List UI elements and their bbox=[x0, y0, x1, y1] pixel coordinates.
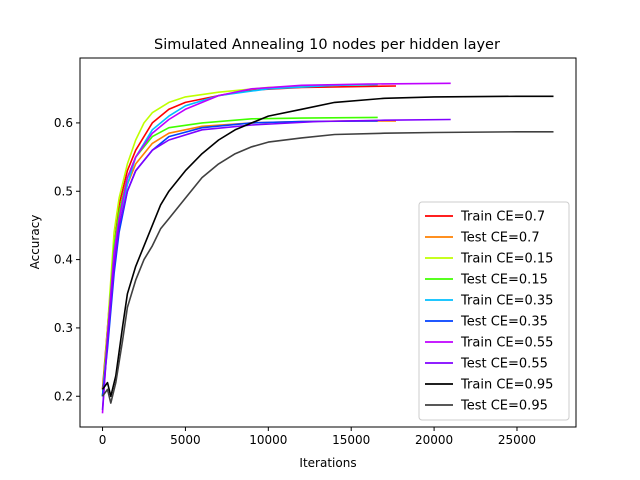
y-axis-label: Accuracy bbox=[28, 215, 42, 270]
series-line-8 bbox=[101, 95, 554, 398]
legend-box bbox=[418, 201, 570, 421]
x-tick-label: 5000 bbox=[170, 433, 201, 447]
y-tick-label: 0.4 bbox=[54, 253, 73, 267]
x-tick-label: 15000 bbox=[332, 433, 370, 447]
legend-label-1: Test CE=0.7 bbox=[460, 231, 540, 246]
legend-label-8: Train CE=0.95 bbox=[460, 378, 553, 393]
series-line-4 bbox=[101, 83, 378, 397]
chart-title: Simulated Annealing 10 nodes per hidden … bbox=[154, 37, 500, 53]
x-tick-label: 20000 bbox=[415, 433, 453, 447]
y-tick-label: 0.3 bbox=[54, 321, 73, 335]
y-tick-label: 0.5 bbox=[54, 184, 73, 198]
x-axis-label: Iterations bbox=[299, 456, 356, 470]
y-tick-label: 0.2 bbox=[54, 389, 73, 403]
series-line-9 bbox=[101, 131, 554, 404]
legend-label-4: Train CE=0.35 bbox=[460, 294, 553, 309]
x-tick-label: 10000 bbox=[249, 433, 287, 447]
legend-label-6: Train CE=0.55 bbox=[460, 336, 553, 351]
legend-label-7: Test CE=0.55 bbox=[460, 357, 548, 372]
y-axis: 0.2 0.3 0.4 0.5 0.6 bbox=[54, 116, 80, 403]
series-line-1 bbox=[101, 120, 396, 397]
series-line-2 bbox=[101, 83, 378, 397]
legend: Train CE=0.7 Test CE=0.7 Train CE=0.15 Test… bbox=[418, 201, 570, 421]
plot-lines bbox=[101, 82, 554, 414]
legend-label-9: Test CE=0.95 bbox=[460, 399, 548, 414]
x-tick-label: 25000 bbox=[498, 433, 536, 447]
legend-label-2: Train CE=0.15 bbox=[460, 252, 553, 267]
y-tick-label: 0.6 bbox=[54, 116, 73, 130]
plot-frame bbox=[79, 57, 577, 428]
series-line-7 bbox=[101, 118, 451, 410]
legend-label-5: Test CE=0.35 bbox=[460, 315, 548, 330]
series-line-3 bbox=[101, 116, 378, 397]
x-axis: 0 5000 10000 15000 20000 25000 bbox=[99, 427, 536, 447]
x-tick-label: 0 bbox=[99, 433, 107, 447]
legend-label-3: Test CE=0.15 bbox=[460, 273, 548, 288]
series-line-6 bbox=[101, 82, 451, 414]
legend-label-0: Train CE=0.7 bbox=[460, 210, 545, 225]
